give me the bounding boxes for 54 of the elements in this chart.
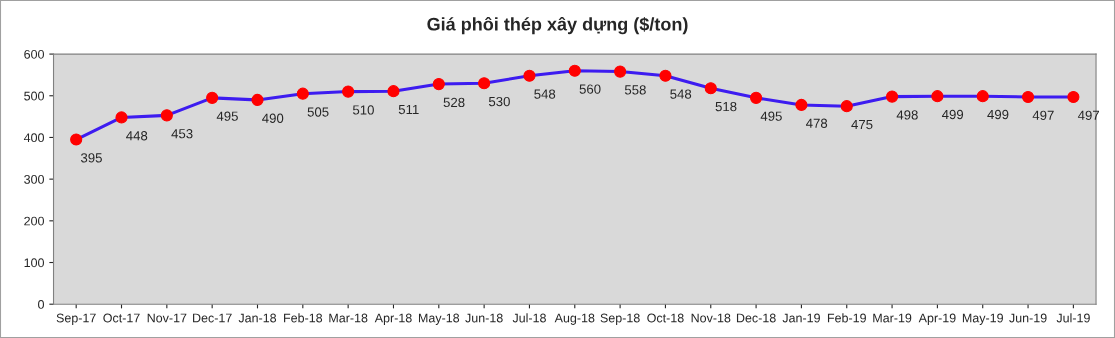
data-label: 528 [443, 97, 465, 108]
data-label: 511 [398, 104, 419, 115]
x-tick-label: Jul-19 [1056, 313, 1090, 323]
data-label: 395 [80, 153, 102, 163]
data-label: 498 [896, 110, 918, 120]
x-tick-label: Oct-17 [103, 313, 140, 323]
data-label: 499 [941, 109, 964, 120]
data-label: 499 [987, 109, 1009, 120]
data-label: 497 [1032, 110, 1054, 120]
y-tick-label: 600 [24, 49, 45, 59]
y-tick-label: 100 [24, 258, 45, 268]
x-tick-label: Oct-18 [647, 313, 684, 323]
x-tick-label: Sep-18 [600, 313, 640, 325]
x-tick-label: Jul-18 [512, 313, 546, 323]
x-tick-label: Apr-18 [374, 313, 412, 325]
data-label: 495 [760, 111, 782, 121]
x-tick-label: Sep-17 [56, 313, 96, 325]
x-tick-label: Feb-19 [827, 313, 866, 323]
x-tick-label: Jun-19 [1009, 313, 1047, 323]
data-label: 448 [126, 131, 148, 141]
chart-title: Giá phôi thép xây dựng ($/ton) [427, 16, 688, 35]
y-tick-label: 0 [38, 300, 44, 309]
data-label: 560 [579, 84, 601, 94]
data-label: 475 [851, 119, 873, 130]
x-tick-label: Nov-17 [147, 313, 187, 323]
data-label: 530 [488, 96, 510, 107]
x-tick-label: Feb-18 [284, 313, 323, 323]
data-label: 497 [1077, 110, 1100, 120]
data-label: 490 [262, 113, 284, 123]
y-tick-label: 500 [24, 91, 45, 101]
x-tick-label: Apr-19 [918, 313, 956, 325]
x-tick-label: Mar-18 [329, 313, 368, 323]
x-tick-label: May-19 [962, 313, 1003, 325]
x-tick-label: Jun-18 [465, 313, 503, 323]
x-tick-label: Mar-19 [873, 313, 912, 323]
data-label: 518 [715, 101, 737, 112]
y-tick-label: 400 [23, 133, 45, 143]
data-label: 548 [534, 89, 556, 99]
x-tick-label: May-18 [418, 313, 460, 325]
data-label: 505 [307, 107, 329, 117]
y-tick-label: 300 [24, 174, 45, 184]
data-label: 510 [352, 105, 374, 115]
x-tick-label: Nov-18 [691, 313, 731, 323]
data-label: 558 [624, 85, 646, 95]
x-tick-label: Jan-18 [238, 313, 277, 323]
x-tick-label: Jan-19 [782, 313, 820, 323]
data-label: 548 [670, 89, 692, 99]
y-tick-label: 200 [24, 216, 45, 226]
data-label: 453 [171, 129, 193, 139]
x-tick-label: Dec-18 [736, 313, 776, 323]
data-label: 495 [216, 111, 238, 121]
data-label: 478 [805, 118, 828, 128]
x-tick-label: Dec-17 [193, 313, 232, 323]
x-tick-label: Aug-18 [554, 313, 595, 325]
